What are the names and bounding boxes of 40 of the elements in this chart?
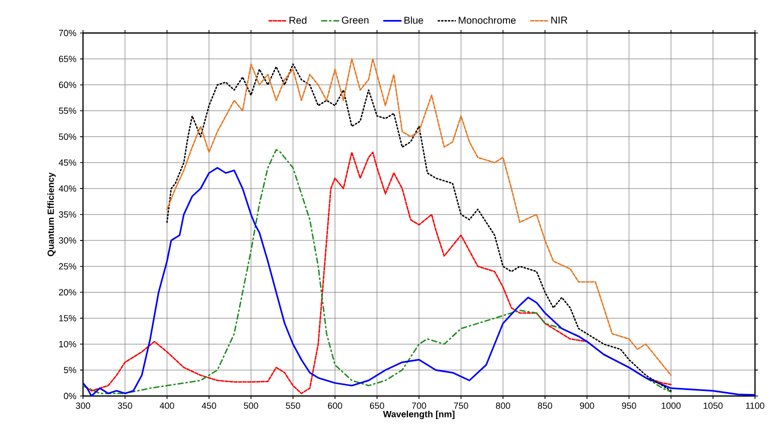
y-tick-label: 35% [58,211,76,218]
y-tick-label: 50% [58,134,76,140]
x-tick-label: 950 [622,402,636,409]
y-tick-label: 25% [58,263,76,270]
line-series [83,167,755,396]
y-tick-label: 0% [64,392,76,400]
x-tick-label: 1000 [662,402,681,409]
y-tick-label: 20% [58,289,76,296]
x-tick-label: 400 [160,402,174,409]
y-tick-label: 10% [59,340,76,348]
y-axis-title: Quantum Efficiency [47,172,56,256]
y-tick-label: 60% [58,82,76,88]
legend-label: Red [290,16,306,24]
x-tick-label: 550 [286,402,300,409]
x-tick-label: 850 [538,402,552,409]
x-tick-label: 700 [412,402,426,409]
x-axis-title: Wavelength [nm] [383,410,454,420]
x-tick-label: 300 [76,402,90,409]
x-tick-label: 800 [496,402,510,409]
x-tick-label: 1050 [704,402,723,409]
legend-label: Monochrome [458,16,516,24]
y-tick-label: 30% [58,237,76,244]
x-tick-label: 900 [580,402,594,409]
y-tick-label: 70% [58,30,76,36]
x-tick-label: 750 [454,402,468,409]
x-tick-label: 500 [244,402,258,409]
legend-label: Blue [404,16,424,24]
x-tick-label: 650 [370,402,384,409]
y-tick-label: 45% [58,159,76,166]
y-tick-label: 15% [59,315,76,322]
y-tick-label: 40% [58,185,76,192]
x-tick-label: 450 [202,402,216,409]
x-tick-label: 350 [118,402,132,409]
y-tick-label: 65% [58,56,76,62]
legend-label: Green [342,16,368,24]
y-tick-label: 55% [58,108,76,114]
x-tick-label: 1100 [746,402,764,409]
y-tick-label: 5% [64,366,76,374]
legend-label: NIR [551,16,568,24]
x-tick-label: 600 [328,402,342,409]
